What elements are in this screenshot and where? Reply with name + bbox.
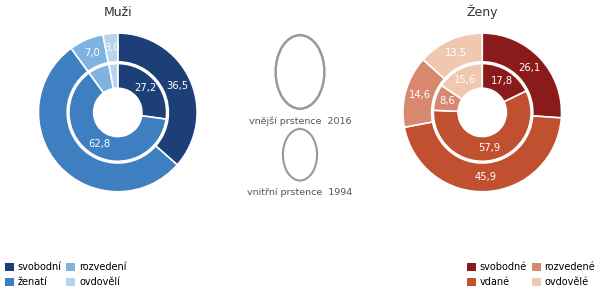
Wedge shape [69, 73, 166, 161]
Wedge shape [38, 48, 177, 192]
Text: 27,2: 27,2 [134, 84, 157, 93]
Text: 57,9: 57,9 [479, 143, 501, 153]
Text: 8,6: 8,6 [440, 96, 455, 106]
Wedge shape [103, 33, 118, 63]
Wedge shape [482, 64, 526, 102]
Wedge shape [433, 86, 462, 111]
Wedge shape [403, 60, 445, 127]
Text: vnější prstence  2016: vnější prstence 2016 [249, 116, 351, 126]
Wedge shape [118, 64, 167, 119]
Text: 3,0: 3,0 [104, 43, 119, 53]
Legend: svobodní, ženatí, rozvedení, ovdovělí: svobodní, ženatí, rozvedení, ovdovělí [5, 262, 127, 287]
Text: 62,8: 62,8 [88, 139, 110, 149]
Wedge shape [89, 64, 113, 93]
Text: 45,9: 45,9 [475, 172, 497, 182]
Wedge shape [433, 91, 531, 161]
Legend: svobodné, vdané, rozvedené, ovdovělé: svobodné, vdané, rozvedené, ovdovělé [467, 262, 595, 287]
Wedge shape [482, 33, 562, 118]
Text: 13,5: 13,5 [445, 48, 467, 58]
Title: Ženy: Ženy [466, 5, 498, 19]
Title: Muži: Muži [103, 6, 132, 19]
Text: vnitřní prstence  1994: vnitřní prstence 1994 [247, 188, 353, 197]
Text: 15,6: 15,6 [454, 75, 476, 85]
Wedge shape [118, 33, 197, 165]
Wedge shape [109, 64, 118, 89]
Text: 14,6: 14,6 [409, 90, 431, 100]
Wedge shape [71, 34, 108, 72]
Text: 17,8: 17,8 [491, 77, 512, 86]
Wedge shape [423, 33, 482, 79]
Text: 36,5: 36,5 [166, 81, 188, 91]
Text: 7,0: 7,0 [84, 48, 100, 58]
Wedge shape [404, 116, 562, 192]
Text: 26,1: 26,1 [518, 63, 541, 73]
Wedge shape [442, 64, 482, 99]
